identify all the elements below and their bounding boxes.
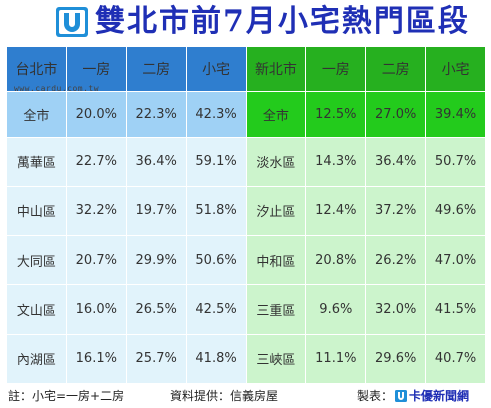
table-cell: 41.8% xyxy=(185,333,247,385)
table-row: 中山區 32.2% 19.7% 51.8% 汐止區 12.4% 37.2% 49… xyxy=(6,185,486,237)
table-cell: 36.4% xyxy=(125,136,187,187)
table-cell: 三峽區 xyxy=(245,333,307,385)
table-cell: 中山區 xyxy=(6,185,67,237)
watermark: www.cardu.com.tw xyxy=(14,84,100,93)
stats-table: 台北市 一房 二房 小宅 新北市 一房 二房 小宅 全市 20.0% 22.3%… xyxy=(6,45,486,385)
table-cell: 50.6% xyxy=(185,235,247,286)
table-cell: 29.9% xyxy=(125,235,187,286)
table-cell: 32.2% xyxy=(65,185,127,237)
table-cell: 16.1% xyxy=(65,333,127,385)
table-cell: 20.0% xyxy=(65,91,127,138)
header-cell: 一房 xyxy=(305,45,367,93)
table-cell: 39.4% xyxy=(425,91,486,138)
cardu-logo-icon xyxy=(395,390,407,402)
table-cell: 25.7% xyxy=(125,333,187,385)
table-total-row: 全市 20.0% 22.3% 42.3% 全市 12.5% 27.0% 39.4… xyxy=(6,91,486,138)
footer-note: 註：小宅=一房+二房 xyxy=(8,389,125,403)
table-cell: 萬華區 xyxy=(6,136,67,187)
header-cell: 小宅 xyxy=(425,45,486,93)
header-cell: 小宅 xyxy=(185,45,247,93)
table-cell: 51.8% xyxy=(185,185,247,237)
table-cell: 26.2% xyxy=(365,235,427,286)
table-cell: 26.5% xyxy=(125,284,187,335)
cardu-logo-icon xyxy=(56,7,88,37)
table-cell: 大同區 xyxy=(6,235,67,286)
header-cell: 台北市 xyxy=(6,45,67,93)
table-cell: 19.7% xyxy=(125,185,187,237)
table-cell: 汐止區 xyxy=(245,185,307,237)
table-cell: 20.8% xyxy=(305,235,367,286)
header-cell: 一房 xyxy=(65,45,127,93)
table-cell: 12.5% xyxy=(305,91,367,138)
table-cell: 20.7% xyxy=(65,235,127,286)
table-cell: 全市 xyxy=(6,91,67,138)
table-cell: 41.5% xyxy=(425,284,486,335)
page-title: 雙北市前7月小宅熱門區段 xyxy=(95,4,470,39)
table-cell: 42.3% xyxy=(185,91,247,138)
table-cell: 三重區 xyxy=(245,284,307,335)
title-row: 雙北市前7月小宅熱門區段 xyxy=(0,0,491,44)
footer-brand: 卡優新聞網 xyxy=(409,389,470,403)
footer-made-by: 製表： xyxy=(357,389,394,403)
table-cell: 29.6% xyxy=(365,333,427,385)
table-cell: 12.4% xyxy=(305,185,367,237)
table-cell: 37.2% xyxy=(365,185,427,237)
table-cell: 14.3% xyxy=(305,136,367,187)
footer: 註：小宅=一房+二房 資料提供：信義房屋 製表： 卡優新聞網 xyxy=(0,385,491,408)
table-cell: 16.0% xyxy=(65,284,127,335)
table-cell: 32.0% xyxy=(365,284,427,335)
table-cell: 50.7% xyxy=(425,136,486,187)
table-cell: 22.3% xyxy=(125,91,187,138)
table-row: 大同區 20.7% 29.9% 50.6% 中和區 20.8% 26.2% 47… xyxy=(6,235,486,286)
table-cell: 59.1% xyxy=(185,136,247,187)
table-header-row: 台北市 一房 二房 小宅 新北市 一房 二房 小宅 xyxy=(6,45,486,93)
table-cell: 文山區 xyxy=(6,284,67,335)
header-cell: 二房 xyxy=(125,45,187,93)
table-cell: 47.0% xyxy=(425,235,486,286)
table-cell: 11.1% xyxy=(305,333,367,385)
table-cell: 36.4% xyxy=(365,136,427,187)
table-cell: 全市 xyxy=(245,91,307,138)
table-cell: 中和區 xyxy=(245,235,307,286)
table-row: 文山區 16.0% 26.5% 42.5% 三重區 9.6% 32.0% 41.… xyxy=(6,284,486,335)
table-cell: 40.7% xyxy=(425,333,486,385)
table-cell: 內湖區 xyxy=(6,333,67,385)
footer-source: 資料提供：信義房屋 xyxy=(170,389,279,403)
table-cell: 42.5% xyxy=(185,284,247,335)
table-row: 萬華區 22.7% 36.4% 59.1% 淡水區 14.3% 36.4% 50… xyxy=(6,136,486,187)
table-row: 內湖區 16.1% 25.7% 41.8% 三峽區 11.1% 29.6% 40… xyxy=(6,333,486,385)
table-cell: 49.6% xyxy=(425,185,486,237)
table-cell: 27.0% xyxy=(365,91,427,138)
header-cell: 二房 xyxy=(365,45,427,93)
header-cell: 新北市 xyxy=(245,45,307,93)
table-cell: 9.6% xyxy=(305,284,367,335)
table-cell: 22.7% xyxy=(65,136,127,187)
table-cell: 淡水區 xyxy=(245,136,307,187)
